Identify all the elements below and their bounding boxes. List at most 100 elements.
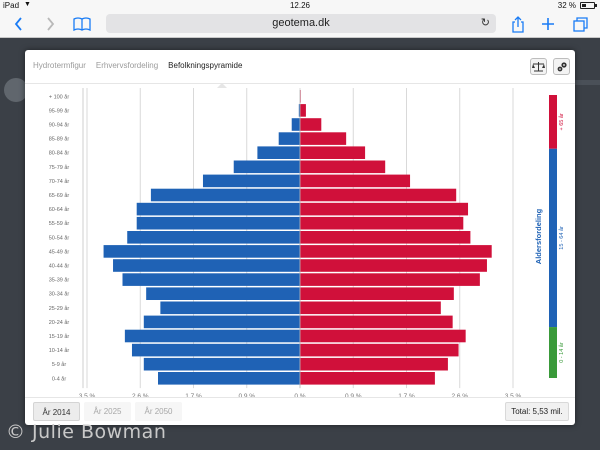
bar-right bbox=[300, 343, 459, 357]
bar-left bbox=[124, 329, 300, 343]
back-button[interactable] bbox=[8, 15, 28, 33]
reload-icon[interactable]: ↻ bbox=[480, 17, 490, 29]
bar-right bbox=[300, 146, 366, 159]
scale-icon bbox=[532, 62, 545, 72]
bar-right bbox=[300, 132, 347, 145]
bar-right bbox=[300, 273, 480, 286]
new-tab-button[interactable] bbox=[538, 15, 558, 33]
age-label: 15-19 år bbox=[49, 333, 70, 340]
age-label: 25-29 år bbox=[49, 305, 70, 312]
year-2014-button[interactable]: År 2014 bbox=[33, 402, 80, 421]
bar-right bbox=[300, 231, 471, 244]
bar-right bbox=[300, 118, 322, 131]
background-strip bbox=[570, 80, 600, 85]
age-label: 20-24 år bbox=[49, 319, 70, 326]
year-2025-button[interactable]: År 2025 bbox=[84, 402, 131, 421]
bookmarks-button[interactable] bbox=[72, 15, 92, 33]
battery-icon bbox=[580, 2, 597, 9]
age-label: 95-99 år bbox=[49, 107, 70, 114]
x-tick-label: 0 % bbox=[294, 393, 305, 397]
bar-right bbox=[300, 174, 411, 188]
age-label: 5-9 år bbox=[52, 361, 67, 368]
chart-modal: Hydrotermfigur Erhvervsfordeling Befolkn… bbox=[25, 50, 575, 425]
tab-befolkningspyramide[interactable]: Befolkningspyramide bbox=[168, 61, 243, 70]
age-distribution-title: Aldersfordeling bbox=[534, 208, 543, 264]
bar-right bbox=[300, 372, 435, 385]
x-tick-label: 3.5 % bbox=[505, 393, 522, 397]
bar-right bbox=[300, 104, 306, 117]
x-tick-label: 3.5 % bbox=[79, 393, 96, 397]
population-pyramid-chart: + 100 år 95-99 år 90-94 år 85-89 år 80-84 år… bbox=[49, 88, 565, 397]
age-label: 40-44 år bbox=[49, 263, 70, 270]
x-tick-label: 1.7 % bbox=[185, 393, 202, 397]
age-label: + 100 år bbox=[49, 93, 70, 100]
site-logo bbox=[4, 78, 28, 102]
bar-left bbox=[131, 343, 300, 357]
age-label: 55-59 år bbox=[49, 220, 70, 227]
bar-left bbox=[146, 287, 300, 300]
bar-left bbox=[127, 231, 300, 244]
age-label: 60-64 år bbox=[49, 206, 70, 213]
status-bar: iPad ▼ 12.26 32 % bbox=[0, 0, 600, 11]
age-label: 10-14 år bbox=[49, 347, 70, 354]
age-label: 50-54 år bbox=[49, 234, 70, 241]
x-tick-label: 0.9 % bbox=[238, 393, 255, 397]
tabs-button[interactable] bbox=[570, 15, 590, 33]
chevron-right-icon bbox=[46, 17, 54, 31]
chart-tabs: Hydrotermfigur Erhvervsfordeling Befolkn… bbox=[33, 61, 242, 70]
bar-left bbox=[136, 216, 300, 230]
x-tick-label: 2.6 % bbox=[451, 393, 468, 397]
total-population: Total: 5,53 mil. bbox=[505, 402, 569, 421]
device-name: iPad bbox=[3, 1, 20, 10]
gears-icon bbox=[557, 61, 567, 71]
plus-icon bbox=[542, 18, 554, 30]
bar-right bbox=[300, 259, 487, 272]
share-button[interactable] bbox=[508, 15, 528, 33]
bar-left bbox=[291, 118, 300, 131]
bar-left bbox=[160, 301, 300, 315]
battery-percent: 32 % bbox=[557, 1, 576, 10]
bar-right bbox=[300, 329, 466, 343]
header-divider bbox=[25, 83, 575, 84]
bar-right bbox=[300, 160, 386, 174]
bar-left bbox=[233, 160, 300, 174]
bars bbox=[103, 90, 492, 389]
tabs-icon bbox=[572, 16, 588, 32]
address-bar[interactable]: geotema.dk ↻ bbox=[106, 14, 496, 33]
age-labels: + 100 år 95-99 år 90-94 år 85-89 år 80-84 år… bbox=[49, 93, 70, 382]
bar-left bbox=[136, 202, 300, 216]
forward-button[interactable] bbox=[40, 15, 60, 33]
tab-erhvervsfordeling[interactable]: Erhvervsfordeling bbox=[95, 61, 159, 70]
age-label: 65-69 år bbox=[49, 192, 70, 199]
year-2050-button[interactable]: År 2050 bbox=[135, 402, 182, 421]
age-segment bbox=[549, 327, 557, 378]
age-label: 35-39 år bbox=[49, 277, 70, 284]
bar-left bbox=[298, 104, 300, 117]
url-text: geotema.dk bbox=[272, 17, 330, 29]
clock: 12.26 bbox=[289, 1, 311, 10]
settings-button[interactable] bbox=[553, 58, 570, 75]
bar-right bbox=[300, 287, 454, 300]
bar-left bbox=[202, 174, 300, 188]
bar-left bbox=[257, 146, 300, 159]
age-distribution-bar: + 65 år 15 - 64 år 0 - 14 år Aldersfordelin… bbox=[534, 95, 565, 378]
age-segment-label: 15 - 64 år bbox=[558, 226, 565, 250]
book-icon bbox=[73, 17, 91, 31]
bar-left bbox=[103, 245, 300, 258]
bar-right bbox=[300, 357, 448, 371]
x-tick-label: 2.6 % bbox=[132, 393, 149, 397]
age-label: 30-34 år bbox=[49, 291, 70, 298]
bar-left bbox=[113, 259, 301, 272]
browser-toolbar: geotema.dk ↻ bbox=[0, 11, 600, 38]
bar-left bbox=[122, 273, 300, 286]
compare-button[interactable] bbox=[530, 58, 547, 75]
age-label: 70-74 år bbox=[49, 178, 70, 185]
tab-hydrotermfigur[interactable]: Hydrotermfigur bbox=[33, 61, 86, 70]
age-label: 80-84 år bbox=[49, 150, 70, 157]
watermark: © Julie Bowman bbox=[6, 421, 167, 443]
age-label: 45-49 år bbox=[49, 248, 70, 255]
bar-left bbox=[143, 315, 300, 329]
bar-right bbox=[300, 188, 457, 202]
bar-right bbox=[300, 245, 492, 258]
age-label: 90-94 år bbox=[49, 122, 70, 129]
